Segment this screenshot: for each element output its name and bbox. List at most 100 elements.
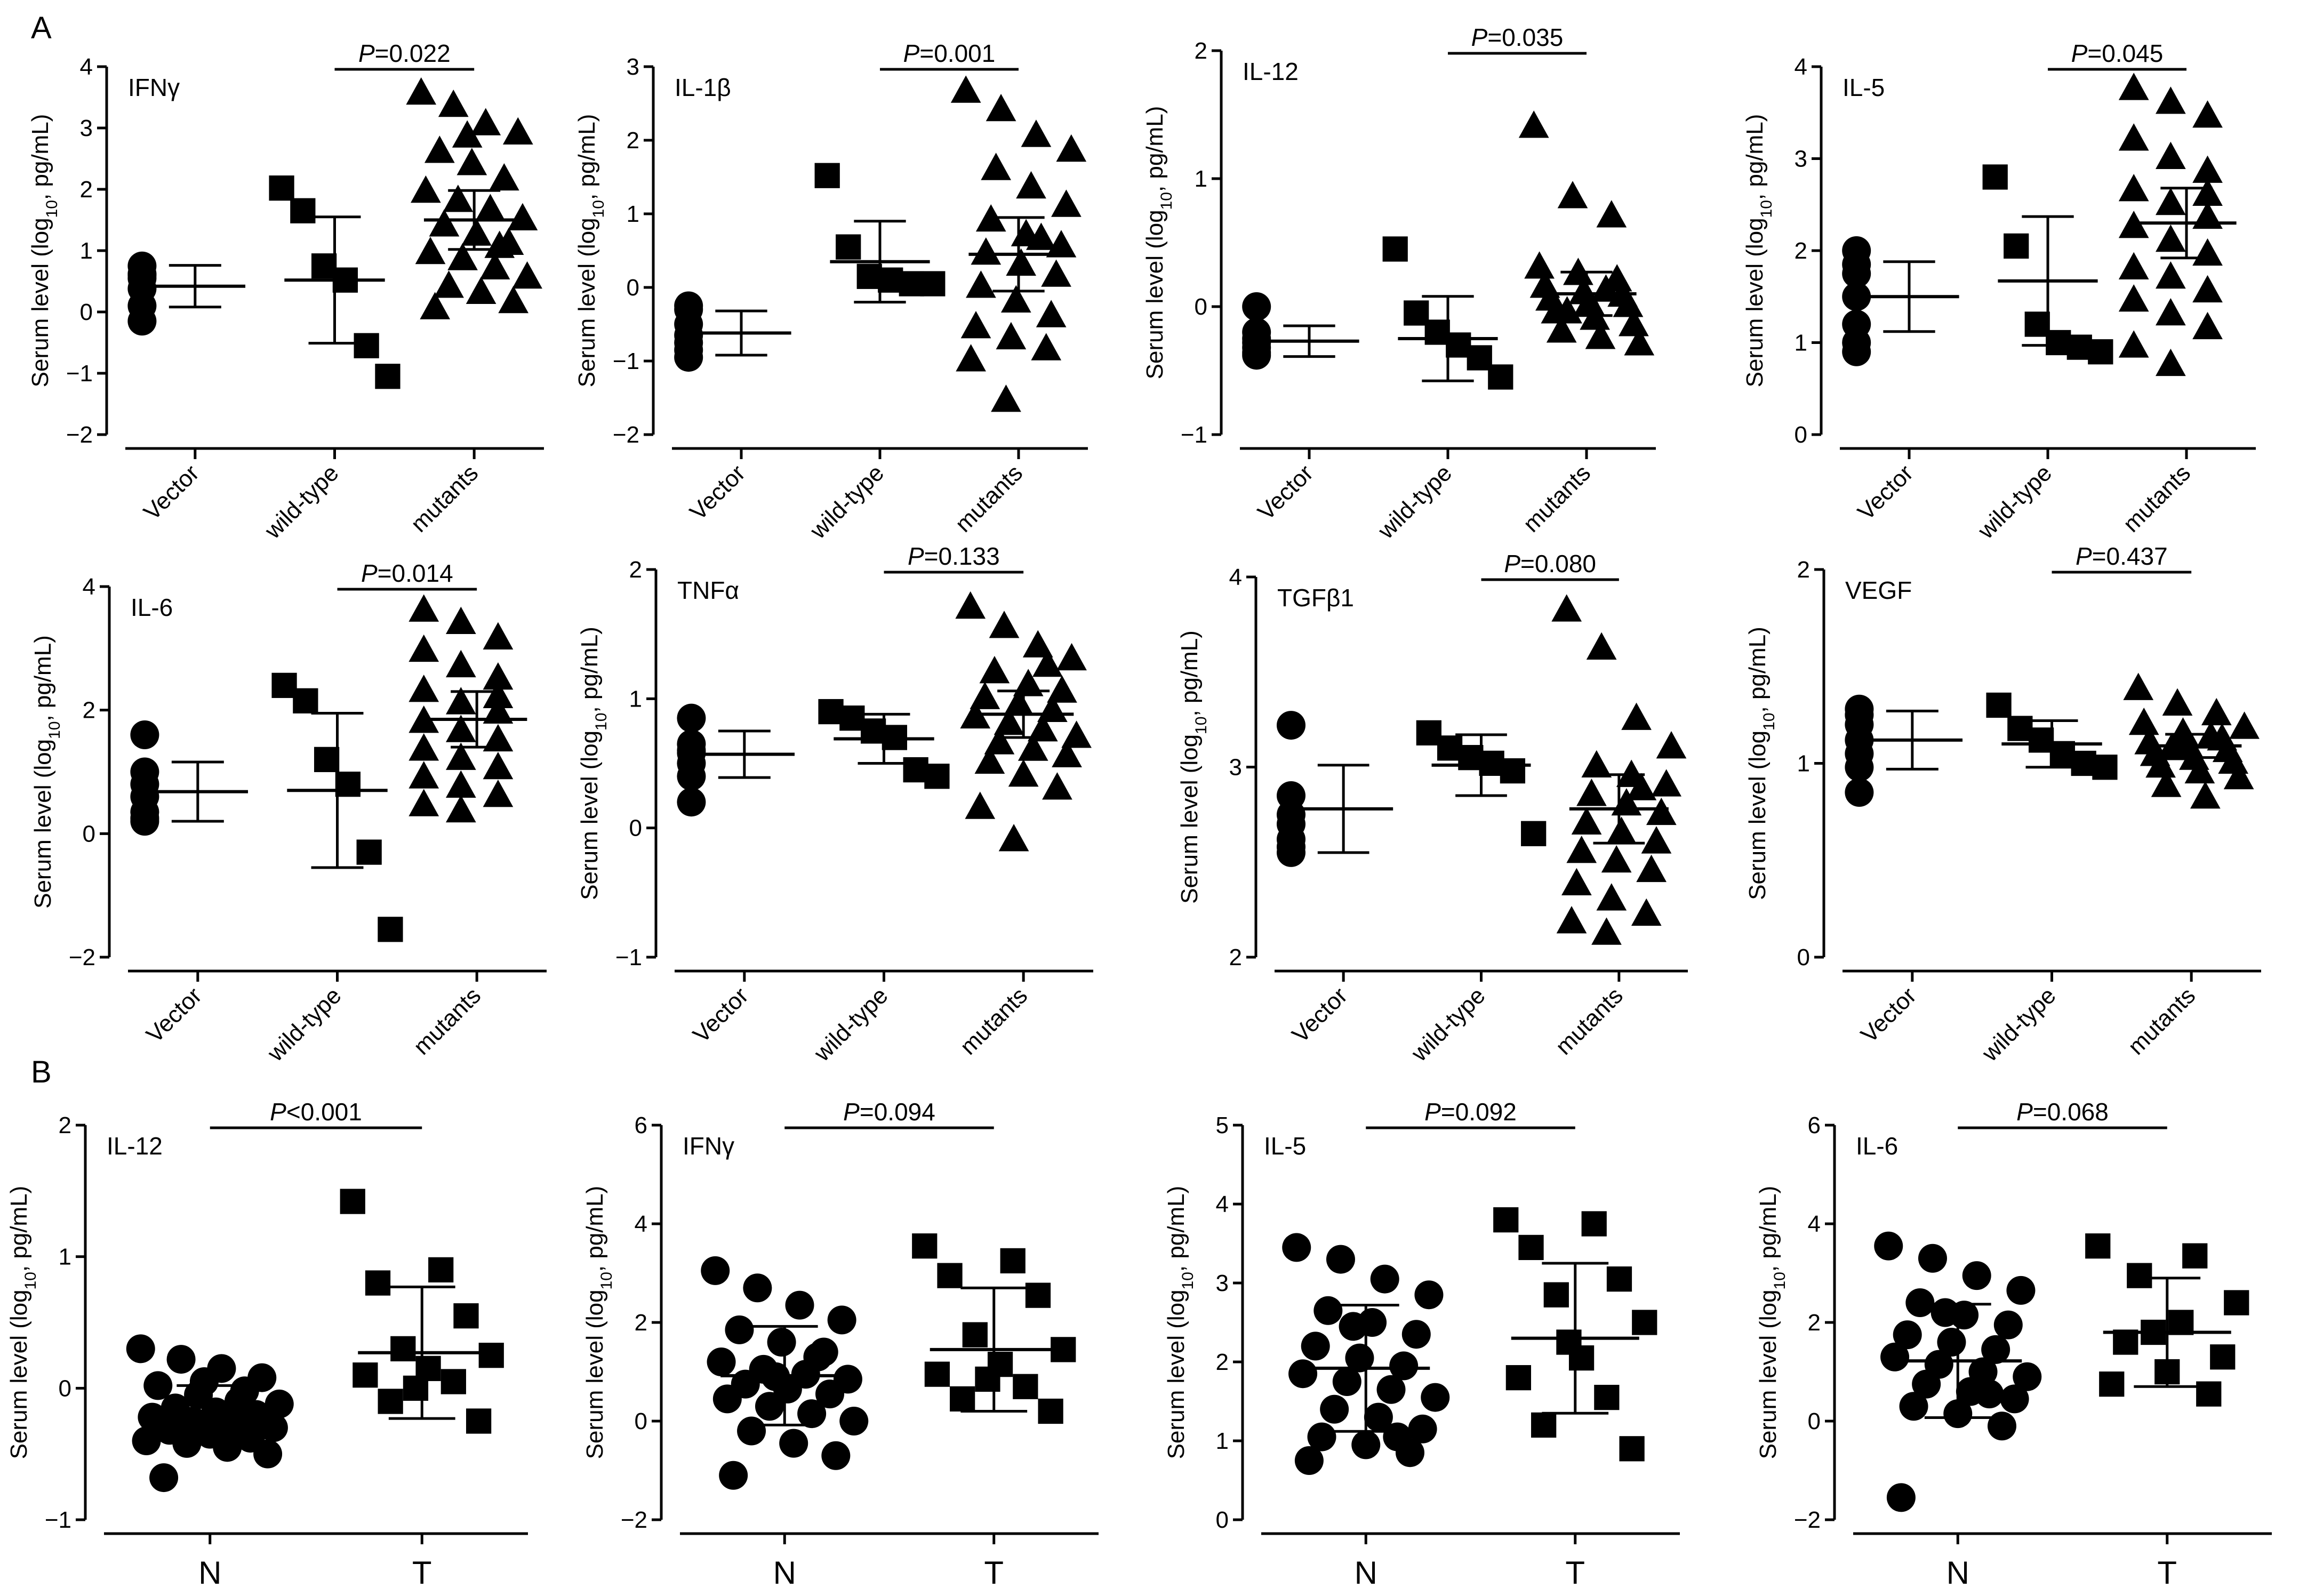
data-point (2156, 348, 2186, 376)
y-axis-label-main: Serum level (log (582, 1289, 608, 1459)
data-point (955, 591, 986, 619)
data-point (1557, 181, 1588, 208)
y-tick-label: 0 (1216, 1507, 1229, 1533)
x-tick-label: Vector (139, 460, 204, 525)
y-tick-label: 1 (59, 1244, 71, 1270)
data-point (478, 1343, 504, 1368)
data-point (1845, 778, 1874, 807)
data-point (2118, 174, 2149, 202)
data-point (725, 1315, 754, 1344)
data-point (1500, 758, 1526, 784)
p-value-label: P=0.035 (1471, 23, 1564, 51)
data-point (378, 917, 403, 942)
y-axis-label-tail: , pg/mL) (574, 114, 600, 200)
data-point (149, 1463, 179, 1493)
data-point (1899, 1392, 1928, 1421)
y-axis-label-main: Serum level (log (30, 739, 56, 909)
data-point (1586, 632, 1617, 660)
chart-11: −2 0 2 4 6 Serum level (log10, pg/mL) IL-6 N T P=… (1755, 1098, 2272, 1591)
data-point (1339, 1312, 1368, 1341)
data-point (950, 75, 981, 103)
data-point (2118, 330, 2149, 358)
data-point (712, 1384, 742, 1414)
data-point (1842, 282, 1871, 311)
x-tick-label: T (412, 1555, 432, 1591)
data-point (445, 795, 476, 823)
data-point (1591, 917, 1622, 945)
data-point (1003, 688, 1034, 716)
y-tick-label: 5 (1216, 1112, 1229, 1138)
data-point (1242, 292, 1271, 321)
data-point (2004, 233, 2029, 259)
data-point (1886, 1483, 1916, 1512)
data-point (1242, 341, 1271, 370)
y-tick-label: 1 (627, 201, 639, 227)
data-point (839, 705, 865, 731)
data-point (2182, 1243, 2208, 1269)
data-point (1021, 119, 1052, 147)
data-point (1641, 826, 1672, 854)
data-point (1581, 750, 1612, 777)
data-point (1962, 1261, 1991, 1290)
data-point (1619, 1436, 1645, 1462)
y-tick-label: −2 (1794, 1507, 1821, 1533)
data-point (130, 807, 159, 836)
p-value-symbol: P (361, 559, 378, 587)
y-axis-label: Serum level (log10, pg/mL) (574, 114, 607, 388)
data-point (1000, 1248, 1026, 1273)
y-tick-label: 2 (1195, 38, 1207, 64)
data-point (986, 93, 1016, 122)
y-axis-label-main: Serum level (log (27, 218, 53, 387)
y-axis-label-tail: , pg/mL) (1163, 1186, 1189, 1272)
data-point (2127, 1263, 2152, 1288)
data-point (1038, 1398, 1063, 1424)
y-axis-label-main: Serum level (log (6, 1289, 32, 1459)
data-point (2192, 155, 2223, 183)
y-tick-label: 4 (1808, 1211, 1821, 1237)
data-point (719, 1461, 748, 1490)
data-point (1905, 1288, 1935, 1317)
data-point (483, 780, 514, 807)
data-point (408, 761, 439, 789)
data-point (2071, 750, 2096, 776)
y-axis-label: Serum level (log10, pg/mL) (582, 1186, 615, 1459)
data-point (445, 687, 476, 715)
data-point (1042, 772, 1072, 800)
y-axis-label-tail: , pg/mL) (1742, 114, 1768, 200)
data-point (127, 259, 157, 288)
data-point (1981, 1335, 2010, 1364)
data-point (1288, 1359, 1318, 1389)
y-axis-label-sub: 10 (598, 1272, 615, 1289)
y-axis-label-sub: 10 (43, 200, 61, 218)
y-axis-label-sub: 10 (1179, 1272, 1197, 1289)
data-point (1556, 1329, 1582, 1355)
data-point (2192, 238, 2223, 266)
data-point (354, 333, 379, 358)
y-axis-label-main: Serum level (log (1163, 1289, 1189, 1459)
p-value-label: P=0.022 (358, 39, 451, 67)
y-tick-label: −2 (621, 1507, 647, 1533)
data-point (815, 1380, 845, 1409)
data-point (213, 1433, 242, 1462)
y-axis-label-tail: , pg/mL) (6, 1186, 32, 1272)
p-value-label: P=0.094 (843, 1098, 935, 1126)
data-point (920, 271, 946, 296)
data-point (1993, 1310, 2023, 1340)
data-point (415, 236, 446, 264)
data-point (1842, 259, 1871, 288)
data-point (979, 656, 1010, 684)
data-point (130, 720, 159, 749)
data-point (1518, 110, 1549, 138)
data-point (1576, 779, 1607, 806)
data-point (818, 699, 844, 725)
data-point (899, 271, 924, 296)
y-tick-label: −2 (66, 422, 93, 448)
data-point (1026, 222, 1056, 250)
data-point (335, 772, 361, 797)
x-tick-label: wild-type (1406, 982, 1490, 1066)
p-value-symbol: P (843, 1098, 860, 1126)
p-value-text: =0.437 (2092, 542, 2168, 570)
x-tick-label: wild-type (1973, 460, 2057, 544)
p-value-symbol: P (1424, 1098, 1441, 1126)
